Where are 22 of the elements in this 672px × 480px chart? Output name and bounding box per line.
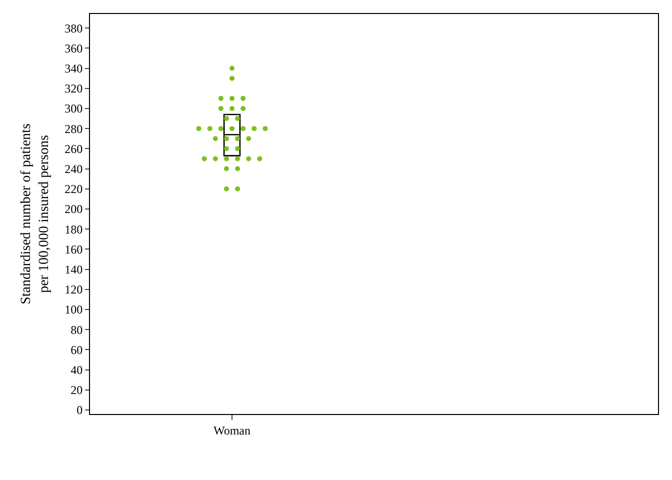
y-tick-label: 100 — [64, 302, 83, 317]
y-tick-label: 60 — [70, 342, 83, 357]
y-axis-title: Standardised number of patients per 100,000 insured persons — [19, 124, 52, 304]
y-tick-label: 280 — [64, 122, 83, 136]
y-tick-label: 240 — [64, 162, 83, 176]
y-tick-label: 200 — [64, 202, 83, 216]
y-tick-label: 180 — [64, 222, 83, 236]
y-tick-label: 0 — [76, 403, 83, 418]
y-tick-label: 380 — [64, 21, 83, 36]
y-tick-label: 220 — [64, 182, 83, 196]
y-tick-label: 160 — [64, 242, 83, 256]
y-tick-label: 300 — [64, 102, 83, 116]
y-tick-label: 120 — [64, 282, 83, 297]
y-tick-label: 140 — [64, 262, 83, 276]
y-tick-label: 260 — [64, 142, 83, 156]
y-tick-label: 20 — [70, 383, 83, 398]
y-tick-label: 40 — [70, 362, 83, 377]
y-tick-label: 340 — [64, 61, 83, 76]
y-tick-label: 80 — [70, 322, 83, 337]
y-tick-label: 360 — [64, 41, 83, 56]
y-tick-label: 320 — [64, 82, 83, 96]
x-tick-label: Woman — [213, 423, 251, 438]
